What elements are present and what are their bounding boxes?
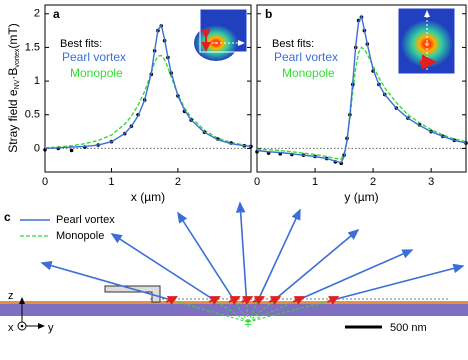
vortex-arrow [332,263,465,301]
inset-b [397,7,456,75]
data-point [249,144,253,149]
substrate [0,304,468,316]
field-lines [40,201,465,323]
scale-bar-label: 500 nm [390,322,427,334]
legend-text: Pearl vortex [56,214,115,226]
y-tick-label: 2 [34,8,40,20]
source: + [244,316,252,331]
plot: 0 1 2 3 y (µm) b Best fits:Pearl vortex Monopol… [254,4,468,204]
vortex-arrow [235,201,248,301]
plot-frame [256,4,467,173]
legend-text: Pearl vortex [274,50,338,64]
vortex-arrow [40,261,172,301]
legend-title: Best fits: [60,38,102,50]
moment-arrow [208,296,221,306]
x-tick-label: 2 [370,176,376,188]
panel-label: b [265,7,272,21]
y-axis-label: Stray field eNV·Bvortex(mT) [6,23,21,153]
y-tick-label: 1 [34,75,40,87]
x-tick-label: 3 [428,176,434,188]
moment-arrow [241,296,254,306]
axis-label: z [8,290,14,302]
axis-dot [20,324,24,328]
legend-text: Monopole [282,66,335,80]
inset-a [194,8,248,61]
vortex-arrow [297,249,414,301]
y-tick-label: 0 [34,142,40,154]
x-axis-label: x (µm) [131,190,165,204]
panel-label: c [4,210,11,224]
cantilever [104,285,161,303]
legend-title: Best fits: [272,38,314,50]
vortex-arrow [257,208,301,301]
fit-line [44,23,252,150]
x-axis-label: y (µm) [344,190,378,204]
moment-arrow [228,296,241,306]
x-tick-label: 0 [42,176,48,188]
x-tick-label: 1 [108,176,114,188]
plot: 0 0.5 1 1.5 2 0 1 2 x (µm) a Best fits:Pearl vorte… [25,4,253,204]
plot-frame [44,4,252,173]
legend-text: Monopole [56,230,104,242]
panel-label: a [53,7,60,21]
y-tick-label: 0.5 [25,109,40,121]
moment-arrow [252,296,266,306]
x-tick-label: 0 [254,176,260,188]
x-tick-label: 1 [312,176,318,188]
vortex-arrow [177,211,235,301]
moment-arrow [327,296,340,306]
fit-line [256,14,467,164]
axis-label: y [48,322,54,334]
vortex-arrow [110,233,215,301]
moment-arrow [165,296,178,306]
film [0,301,468,304]
fit-line [256,46,467,160]
legend-text: Monopole [70,66,123,80]
moment-arrow [292,296,305,306]
axis-label: x [8,322,14,334]
vortex-arrow [273,228,360,301]
fit-line [44,54,252,149]
data-point [69,148,74,153]
y-tick-label: 1.5 [25,41,40,53]
moment-arrow [268,296,282,306]
x-tick-label: 2 [175,176,181,188]
legend-text: Pearl vortex [62,50,126,64]
